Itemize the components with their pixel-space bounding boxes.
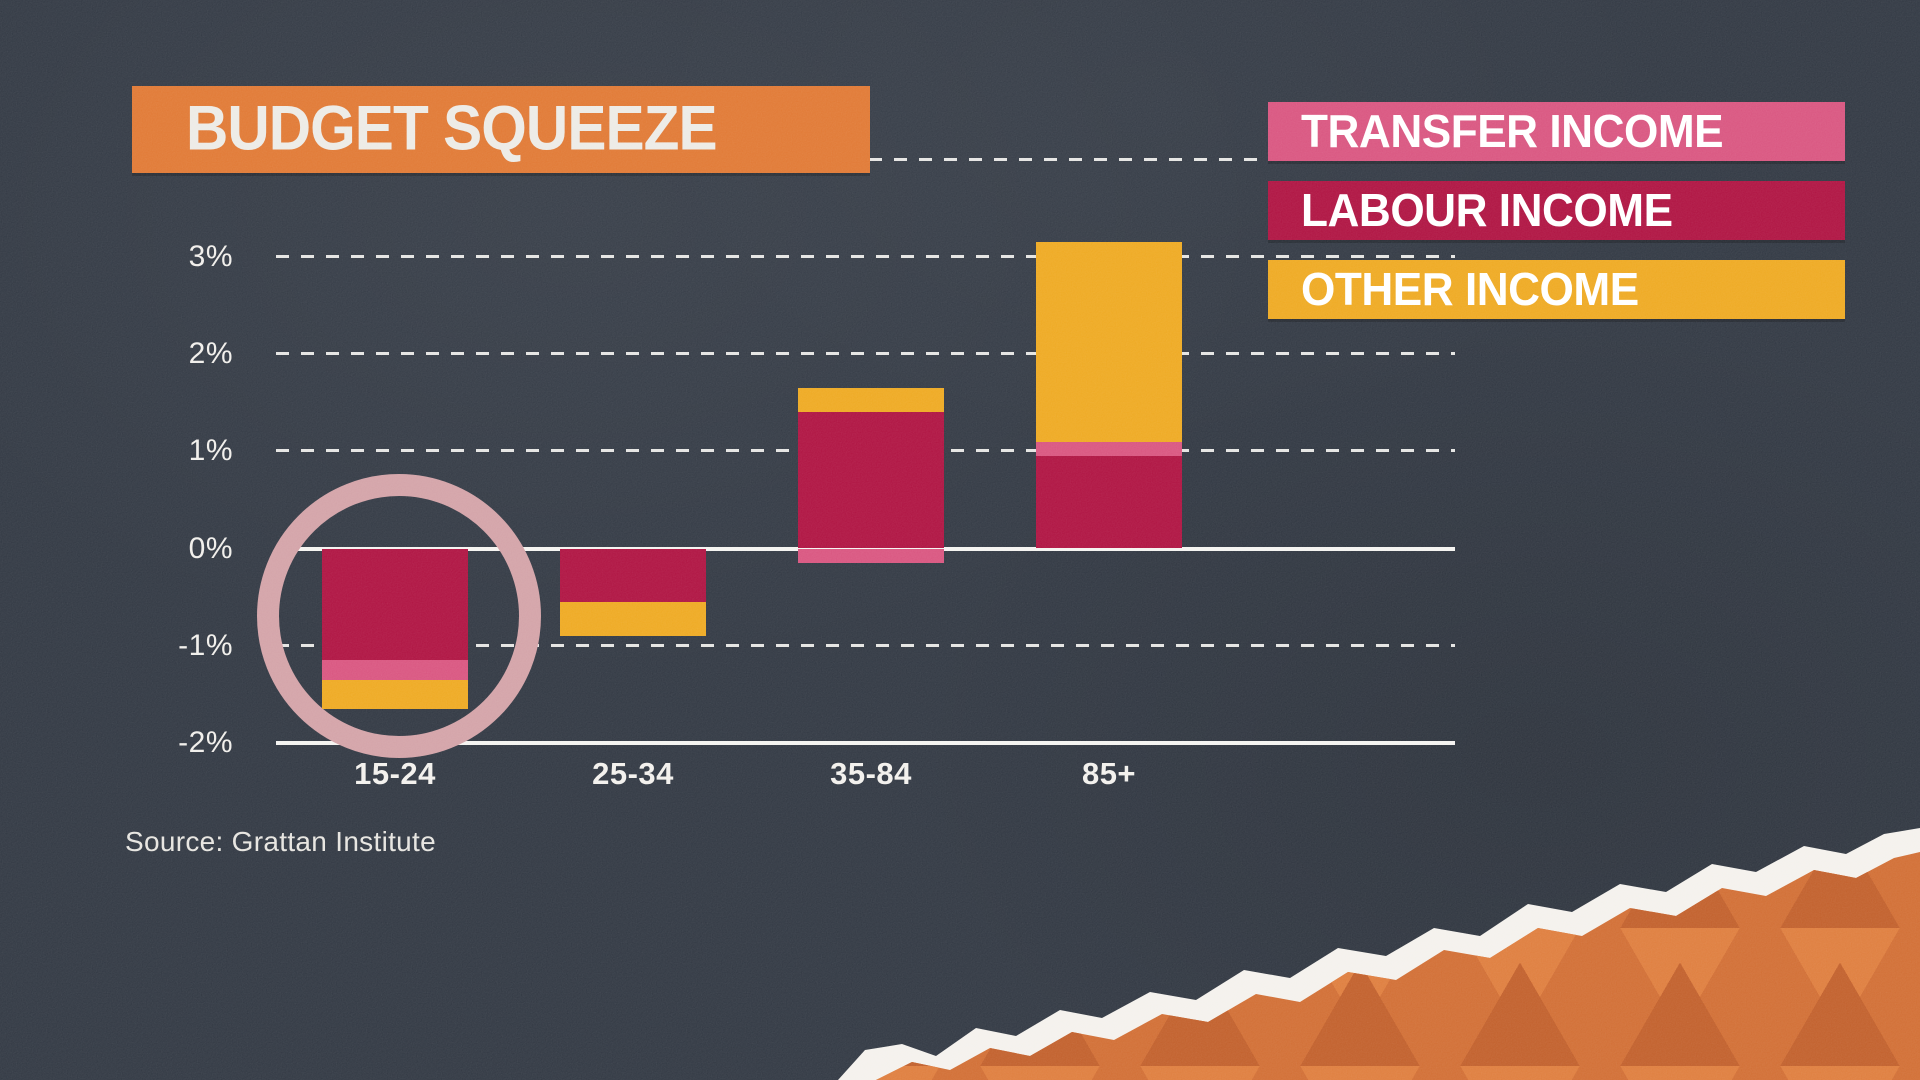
y-tick-label: 2%: [188, 337, 233, 371]
bar-35-84-other-segment: [798, 388, 944, 413]
y-tick-label: 0%: [188, 531, 233, 565]
bar-15-24-other-segment: [322, 679, 468, 709]
chart-title: BUDGET SQUEEZE: [186, 93, 718, 164]
gridline-2pct: [276, 352, 1455, 356]
legend-label-other: OTHER INCOME: [1301, 262, 1639, 315]
y-tick-label: -1%: [178, 628, 233, 662]
x-axis-label-35-84: 35-84: [830, 756, 912, 791]
bar-15-24-labour-segment: [322, 548, 468, 661]
bar-25-34-other-segment: [560, 601, 706, 636]
bar-25-34-labour-segment: [560, 548, 706, 602]
gridline-3pct: [276, 254, 1455, 258]
legend-item-other: OTHER INCOME: [1268, 260, 1845, 319]
bar-15-24-transfer-segment: [322, 660, 468, 680]
legend-label-labour: LABOUR INCOME: [1301, 183, 1673, 236]
x-axis-label-25-34: 25-34: [592, 756, 674, 791]
bar-85+-labour-segment: [1036, 456, 1182, 549]
x-axis-label-85+: 85+: [1081, 756, 1137, 791]
bar-85+-other-segment: [1036, 242, 1182, 442]
title-banner: BUDGET SQUEEZE: [132, 86, 870, 173]
x-axis-label-15-24: 15-24: [354, 756, 436, 791]
y-tick-label: -2%: [178, 725, 233, 759]
legend-item-labour: LABOUR INCOME: [1268, 181, 1845, 240]
bar-35-84-labour-segment: [798, 412, 944, 549]
source-attribution: Source: Grattan Institute: [125, 826, 436, 857]
y-tick-label: 3%: [188, 239, 233, 273]
bar-85+-transfer-segment: [1036, 441, 1182, 457]
legend-label-transfer: TRANSFER INCOME: [1301, 104, 1724, 157]
bar-35-84-transfer-segment: [798, 548, 944, 564]
y-tick-label: 1%: [188, 434, 233, 468]
legend-item-transfer: TRANSFER INCOME: [1268, 102, 1845, 161]
